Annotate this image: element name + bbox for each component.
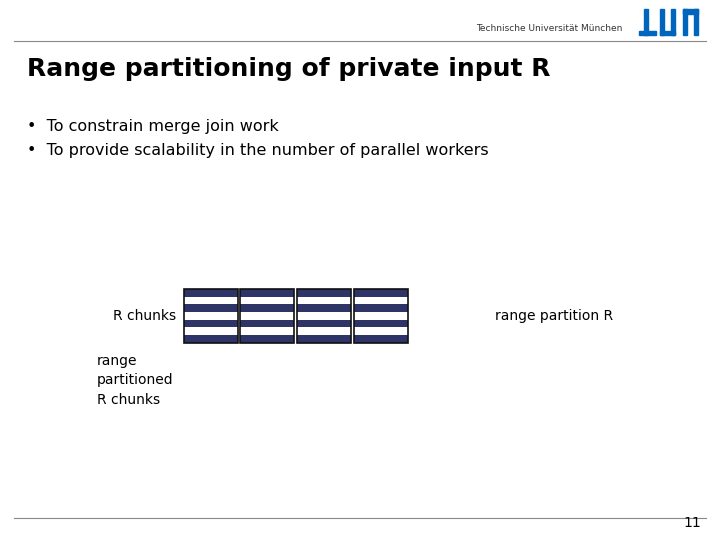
Bar <box>184 312 238 320</box>
Bar <box>683 9 688 35</box>
Bar <box>240 296 294 305</box>
Bar <box>184 296 238 305</box>
Bar <box>354 312 408 320</box>
Bar <box>297 335 351 343</box>
Text: range
partitioned
R chunks: range partitioned R chunks <box>97 354 174 407</box>
Text: R chunks: R chunks <box>113 309 176 323</box>
Text: Range partitioning of private input R: Range partitioning of private input R <box>27 57 551 80</box>
Text: •  To provide scalability in the number of parallel workers: • To provide scalability in the number o… <box>27 143 489 158</box>
Bar <box>184 335 238 343</box>
Bar <box>297 296 351 305</box>
Bar <box>297 305 351 312</box>
Text: Technische Universität München: Technische Universität München <box>477 24 623 33</box>
Bar <box>354 305 408 312</box>
Bar <box>354 289 408 343</box>
Bar <box>240 335 294 343</box>
Bar <box>240 289 294 343</box>
Bar <box>660 9 665 35</box>
Bar <box>240 305 294 312</box>
Bar <box>184 289 238 296</box>
Text: •  To constrain merge join work: • To constrain merge join work <box>27 119 279 134</box>
Bar <box>354 320 408 327</box>
Bar <box>297 320 351 327</box>
Bar <box>694 9 698 35</box>
Bar <box>240 289 294 296</box>
Bar <box>683 9 698 14</box>
Text: range partition R: range partition R <box>495 309 613 323</box>
Bar <box>240 312 294 320</box>
Bar <box>240 320 294 327</box>
Bar <box>644 9 648 35</box>
Bar <box>354 327 408 335</box>
Bar <box>660 31 675 35</box>
Bar <box>639 31 655 35</box>
Bar <box>184 305 238 312</box>
Bar <box>297 289 351 296</box>
Bar <box>184 289 238 343</box>
Bar <box>297 327 351 335</box>
Bar <box>297 289 351 343</box>
Bar <box>671 9 675 35</box>
Bar <box>240 327 294 335</box>
Bar <box>184 327 238 335</box>
Bar <box>354 296 408 305</box>
Bar <box>184 320 238 327</box>
Text: 11: 11 <box>683 516 701 530</box>
Bar <box>354 335 408 343</box>
Bar <box>297 312 351 320</box>
Bar <box>354 289 408 296</box>
